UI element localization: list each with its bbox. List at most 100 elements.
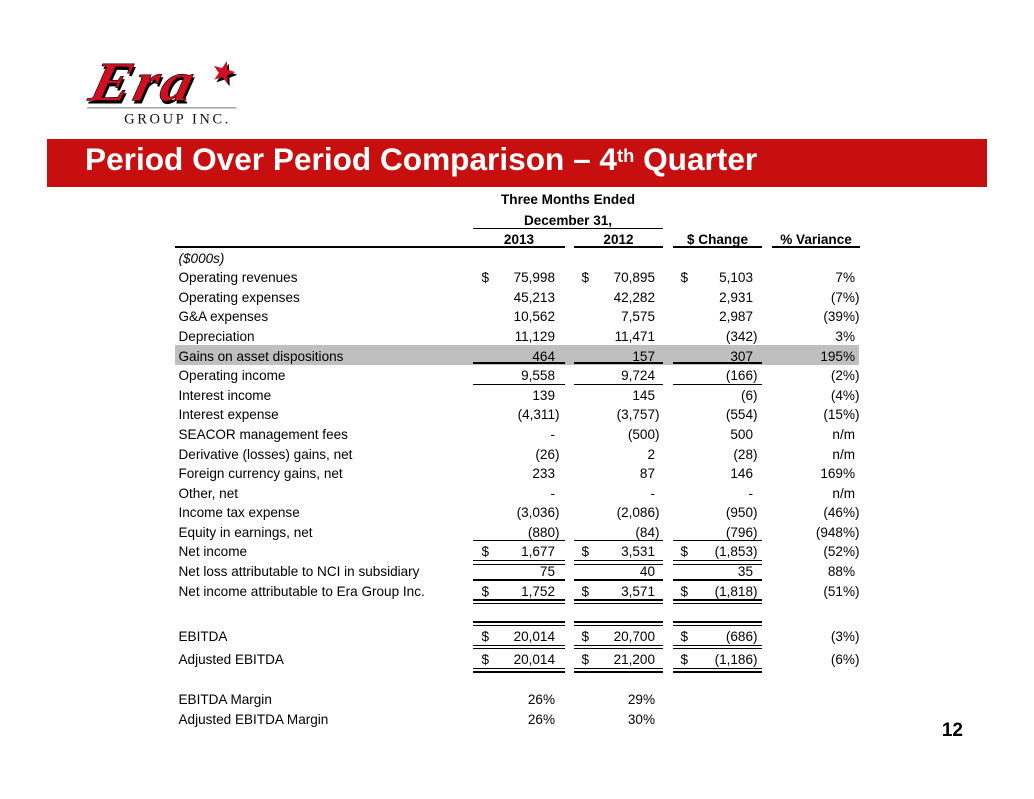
cell-value: (4,311)	[517, 407, 560, 423]
period-header-line2: December 31,	[523, 212, 613, 228]
sum-rule-double-top	[574, 624, 663, 626]
star-shape	[213, 61, 236, 84]
row-label: Adjusted EBITDA	[178, 652, 284, 668]
row-label: Net income attributable to Era Group Inc…	[178, 583, 425, 599]
sum-rule-double	[673, 599, 762, 601]
margin-cell-value: 26%	[527, 712, 555, 728]
cell-value: 2	[647, 446, 655, 462]
slide-title-text: Period Over Period Comparison – 4	[85, 140, 617, 177]
cell-dollar-sign: $	[680, 652, 689, 668]
row-label: Depreciation	[178, 329, 255, 345]
cell-variance: n/m	[832, 485, 855, 501]
sum-rule-single	[574, 383, 663, 385]
cell-variance: (46%)	[823, 505, 860, 521]
margin-cell-value: 29%	[627, 691, 655, 707]
row-label: Foreign currency gains, net	[178, 466, 343, 482]
cell-value: (26)	[535, 446, 560, 462]
cell-value: (342)	[725, 329, 758, 345]
cell-value: 75	[539, 563, 555, 579]
cell-value: 1,752	[521, 583, 555, 599]
cell-variance: (6%)	[830, 652, 860, 668]
cell-value: 21,200	[613, 652, 655, 668]
cell-variance: (51%)	[823, 583, 860, 599]
cell-dollar-sign: $	[581, 628, 590, 644]
row-label: SEACOR management fees	[178, 426, 348, 442]
cell-variance: 3%	[835, 329, 855, 345]
sum-rule-double	[574, 671, 663, 673]
cell-value: 20,700	[613, 628, 655, 644]
sum-rule-double	[574, 667, 663, 670]
cell-value: -	[748, 485, 753, 501]
cell-value: (1,853)	[714, 544, 758, 560]
sum-rule-double	[473, 560, 565, 562]
cell-variance: n/m	[832, 426, 855, 442]
cell-value: 9,724	[621, 368, 655, 384]
sum-rule-single	[473, 579, 565, 581]
era-logo-graphic: Era Era GROUP INC.	[83, 50, 238, 127]
period-header-line1: Three Months Ended	[501, 192, 635, 208]
cell-variance: (15%)	[823, 407, 860, 423]
cell-value: -	[550, 426, 555, 442]
page-number: 12	[941, 719, 963, 741]
cell-value: (6)	[740, 387, 758, 403]
slide-title-superscript: th	[617, 144, 635, 166]
sum-rule-double	[473, 644, 565, 646]
cell-value: -	[650, 485, 655, 501]
row-label: G&A expenses	[178, 309, 269, 325]
cell-dollar-sign: $	[581, 652, 590, 668]
cell-value: (2,086)	[616, 505, 660, 521]
cell-value: (500)	[627, 426, 660, 442]
cell-dollar-sign: $	[481, 652, 490, 668]
row-label: Net loss attributable to NCI in subsidia…	[178, 563, 420, 579]
sum-rule-single	[574, 362, 663, 364]
cell-dollar-sign: $	[581, 544, 590, 560]
cell-dollar-sign: $	[481, 628, 490, 644]
period-header-underline	[473, 228, 663, 230]
slide-title: Period Over Period Comparison – 4th Quar…	[85, 139, 757, 187]
slide-title-suffix: Quarter	[634, 140, 758, 177]
margin-row-label: EBITDA Margin	[178, 691, 272, 707]
cell-variance: (52%)	[823, 544, 860, 560]
logo-subtitle: GROUP INC.	[124, 111, 231, 127]
cell-value: 500	[730, 426, 753, 442]
row-label: Interest income	[178, 387, 272, 403]
row-label: Income tax expense	[178, 505, 300, 521]
cell-variance: 88%	[827, 563, 855, 579]
cell-value: 157	[632, 348, 655, 364]
cell-dollar-sign: $	[680, 544, 689, 560]
row-label: Equity in earnings, net	[178, 524, 313, 540]
sum-rule-single	[574, 540, 663, 542]
cell-value: 7,575	[621, 309, 655, 325]
cell-value: 42,282	[613, 289, 655, 305]
header-underline-label-2013	[174, 246, 565, 248]
sum-rule-double	[473, 602, 565, 605]
cell-value: 307	[730, 348, 753, 364]
sum-rule-double	[673, 671, 762, 673]
cell-variance: (3%)	[830, 628, 860, 644]
cell-value: 2,931	[719, 289, 753, 305]
cell-value: 87	[639, 466, 655, 482]
margin-row-label: Adjusted EBITDA Margin	[178, 712, 329, 728]
cell-value: 75,998	[513, 270, 555, 286]
cell-value: 9,558	[521, 368, 555, 384]
sum-rule-single	[673, 579, 762, 581]
cell-dollar-sign: $	[680, 583, 689, 599]
cell-value: (880)	[527, 524, 560, 540]
header-underline-variance	[772, 246, 860, 248]
cell-value: (950)	[725, 505, 758, 521]
unit-label: ($000s)	[178, 250, 225, 266]
column-header-2012: 2012	[603, 232, 634, 248]
sum-rule-double	[673, 667, 762, 670]
sum-rule-double-top	[673, 624, 762, 626]
sum-rule-single	[473, 383, 565, 385]
column-header-2013: 2013	[503, 232, 535, 248]
sum-rule-double	[574, 599, 663, 601]
sum-rule-double	[574, 602, 663, 605]
column-header-change: $ Change	[687, 232, 748, 248]
cell-value: 3,531	[621, 544, 655, 560]
star-icon	[213, 61, 238, 87]
margin-cell-value: 26%	[527, 691, 555, 707]
era-script-text: Era	[83, 51, 204, 113]
sum-rule-double	[673, 560, 762, 562]
